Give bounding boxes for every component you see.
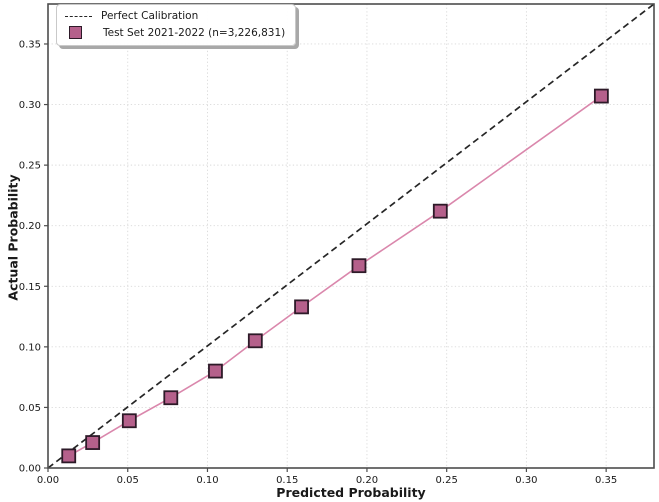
y-tick-label: 0.05	[19, 403, 41, 414]
data-point-marker	[208, 363, 223, 379]
y-tick-label: 0.10	[19, 342, 41, 353]
dashed-line-icon	[65, 15, 92, 17]
x-tick-label: 0.30	[515, 475, 537, 486]
data-point-marker	[247, 333, 263, 349]
x-tick-label: 0.10	[196, 475, 218, 486]
perfect-calibration-line	[47, 3, 655, 469]
x-tick-label: 0.05	[117, 475, 139, 486]
data-point-marker	[61, 448, 77, 464]
data-point-marker	[432, 203, 448, 219]
x-tick-label: 0.15	[276, 475, 298, 486]
legend-label-perfect-calibration: Perfect Calibration	[101, 10, 199, 22]
x-tick-label: 0.00	[37, 475, 59, 486]
x-tick-label: 0.35	[595, 475, 617, 486]
x-tick-label: 0.20	[356, 475, 378, 486]
data-point-marker	[121, 413, 137, 429]
legend-label-test-set: Test Set 2021-2022 (n=3,226,831)	[103, 26, 286, 39]
data-point-marker	[85, 435, 101, 450]
y-tick-label: 0.20	[19, 221, 41, 232]
y-tick-label: 0.25	[19, 161, 41, 172]
x-axis-label: Predicted Probability	[276, 485, 426, 500]
data-point-marker	[351, 258, 367, 274]
y-tick-label: 0.35	[19, 39, 41, 50]
calibration-curve-line	[68, 95, 602, 457]
y-tick-label: 0.00	[19, 464, 41, 475]
legend-item-perfect-calibration: Perfect Calibration	[65, 10, 285, 22]
data-point-marker	[294, 299, 309, 315]
plot-frame	[47, 3, 655, 469]
legend: Perfect Calibration Test Set 2021-2022 (…	[56, 4, 297, 46]
y-tick-label: 0.15	[19, 282, 41, 293]
legend-item-test-set: Test Set 2021-2022 (n=3,226,831)	[65, 26, 285, 39]
y-tick-label: 0.30	[19, 100, 41, 111]
data-point-marker	[163, 390, 179, 406]
square-marker-icon	[69, 26, 82, 39]
y-axis-label: Actual Probability	[5, 174, 21, 301]
x-tick-label: 0.25	[436, 475, 458, 486]
data-point-marker	[593, 88, 609, 104]
